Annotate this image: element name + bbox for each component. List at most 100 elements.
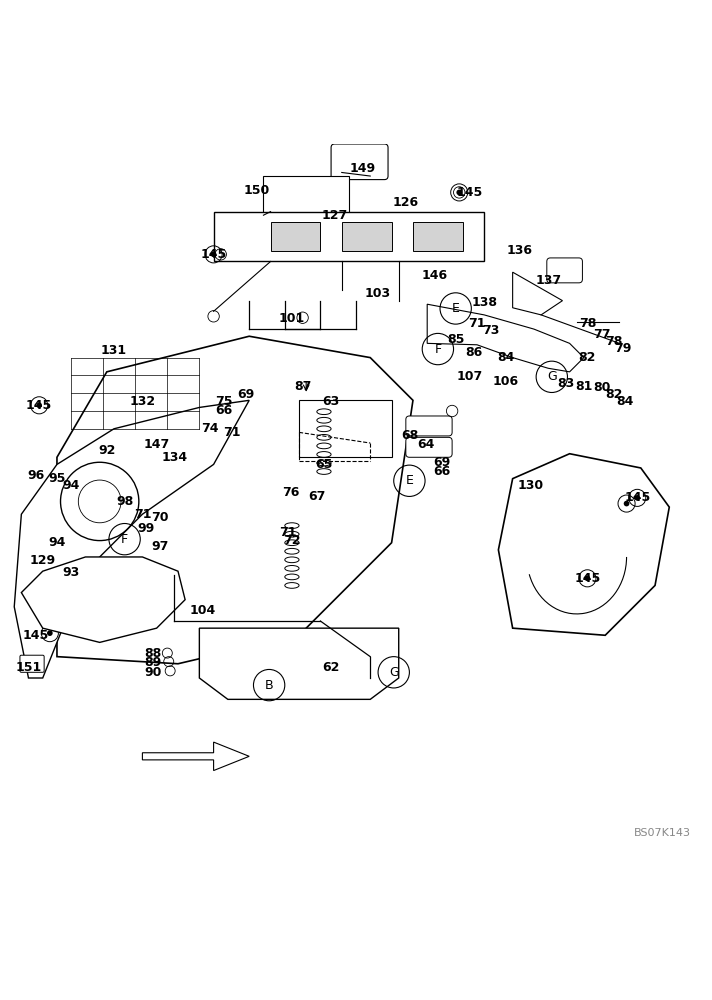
Text: 145: 145 xyxy=(23,629,48,642)
Text: 80: 80 xyxy=(593,381,610,394)
PathPatch shape xyxy=(57,336,413,664)
Bar xyxy=(342,222,392,251)
Circle shape xyxy=(211,252,216,257)
Text: 97: 97 xyxy=(152,540,169,553)
Text: 145: 145 xyxy=(457,186,483,199)
Text: 90: 90 xyxy=(145,666,162,679)
Circle shape xyxy=(624,501,629,506)
FancyBboxPatch shape xyxy=(331,144,388,180)
Text: 94: 94 xyxy=(63,479,80,492)
Text: 64: 64 xyxy=(417,438,434,451)
Text: 98: 98 xyxy=(116,495,133,508)
FancyBboxPatch shape xyxy=(406,437,452,457)
Text: 71: 71 xyxy=(280,526,297,539)
PathPatch shape xyxy=(14,400,249,678)
Bar xyxy=(263,176,349,215)
Text: BS07K143: BS07K143 xyxy=(634,828,691,838)
Text: 70: 70 xyxy=(152,511,169,524)
Bar xyxy=(413,222,463,251)
Text: 69: 69 xyxy=(237,388,254,401)
Text: 79: 79 xyxy=(614,342,632,355)
Text: G: G xyxy=(389,666,399,679)
Bar xyxy=(271,222,320,251)
Text: 82: 82 xyxy=(605,388,622,401)
Circle shape xyxy=(634,495,640,501)
Circle shape xyxy=(47,630,53,636)
Text: 84: 84 xyxy=(497,351,514,364)
Text: F: F xyxy=(434,343,441,356)
FancyBboxPatch shape xyxy=(406,416,452,436)
Text: 138: 138 xyxy=(471,296,497,309)
Text: 145: 145 xyxy=(624,491,650,504)
Text: 99: 99 xyxy=(137,522,155,535)
Text: 82: 82 xyxy=(579,351,596,364)
Text: 145: 145 xyxy=(575,572,600,585)
Text: 78: 78 xyxy=(579,317,596,330)
PathPatch shape xyxy=(299,400,392,457)
Text: 137: 137 xyxy=(535,274,561,287)
FancyBboxPatch shape xyxy=(547,258,582,283)
Text: 76: 76 xyxy=(282,486,299,499)
Text: E: E xyxy=(451,302,460,315)
Text: 86: 86 xyxy=(465,346,482,359)
Bar xyxy=(214,212,484,261)
Text: 104: 104 xyxy=(190,604,216,617)
Text: 74: 74 xyxy=(201,422,219,435)
Text: 136: 136 xyxy=(507,244,533,257)
Text: 72: 72 xyxy=(283,534,300,547)
Text: 131: 131 xyxy=(101,344,127,357)
Text: 67: 67 xyxy=(308,490,325,503)
Text: 81: 81 xyxy=(575,380,592,393)
Text: 83: 83 xyxy=(557,377,575,390)
Circle shape xyxy=(585,575,590,581)
Text: 77: 77 xyxy=(593,328,610,341)
Text: 78: 78 xyxy=(605,335,622,348)
PathPatch shape xyxy=(142,742,249,771)
Text: F: F xyxy=(121,533,128,546)
Text: 151: 151 xyxy=(16,661,41,674)
Text: 65: 65 xyxy=(315,458,333,471)
Text: 71: 71 xyxy=(134,508,151,521)
Text: 147: 147 xyxy=(144,438,169,451)
Text: 145: 145 xyxy=(26,399,52,412)
Text: 89: 89 xyxy=(145,656,162,669)
PathPatch shape xyxy=(199,628,399,699)
Text: 130: 130 xyxy=(518,479,543,492)
Text: 84: 84 xyxy=(617,395,634,408)
PathPatch shape xyxy=(21,557,185,642)
Text: 88: 88 xyxy=(145,647,162,660)
Text: 134: 134 xyxy=(162,451,187,464)
Text: 63: 63 xyxy=(323,395,340,408)
Text: 132: 132 xyxy=(130,395,155,408)
Text: 127: 127 xyxy=(322,209,347,222)
PathPatch shape xyxy=(498,454,669,635)
Text: 146: 146 xyxy=(422,269,447,282)
Text: 150: 150 xyxy=(244,184,269,197)
Text: 71: 71 xyxy=(468,317,486,330)
Text: 101: 101 xyxy=(279,312,305,325)
Text: 129: 129 xyxy=(30,554,56,567)
Text: 66: 66 xyxy=(433,465,450,478)
Text: 92: 92 xyxy=(98,444,115,457)
Text: E: E xyxy=(405,474,414,487)
Text: 145: 145 xyxy=(201,248,226,261)
Text: 66: 66 xyxy=(216,404,233,418)
Text: B: B xyxy=(265,679,273,692)
Text: 96: 96 xyxy=(27,469,44,482)
Text: 149: 149 xyxy=(350,162,376,175)
Text: 103: 103 xyxy=(365,287,390,300)
Text: 107: 107 xyxy=(457,370,483,383)
Text: 62: 62 xyxy=(323,661,340,674)
Text: 95: 95 xyxy=(48,472,66,485)
PathPatch shape xyxy=(513,272,562,315)
Text: 94: 94 xyxy=(48,536,66,549)
Text: 85: 85 xyxy=(447,333,464,346)
Text: 75: 75 xyxy=(216,395,233,408)
Text: 87: 87 xyxy=(294,380,311,393)
Text: 93: 93 xyxy=(63,566,80,579)
Circle shape xyxy=(456,190,462,195)
Text: 69: 69 xyxy=(433,456,450,469)
Text: 106: 106 xyxy=(493,375,518,388)
Text: 126: 126 xyxy=(393,196,419,209)
Circle shape xyxy=(36,402,42,408)
